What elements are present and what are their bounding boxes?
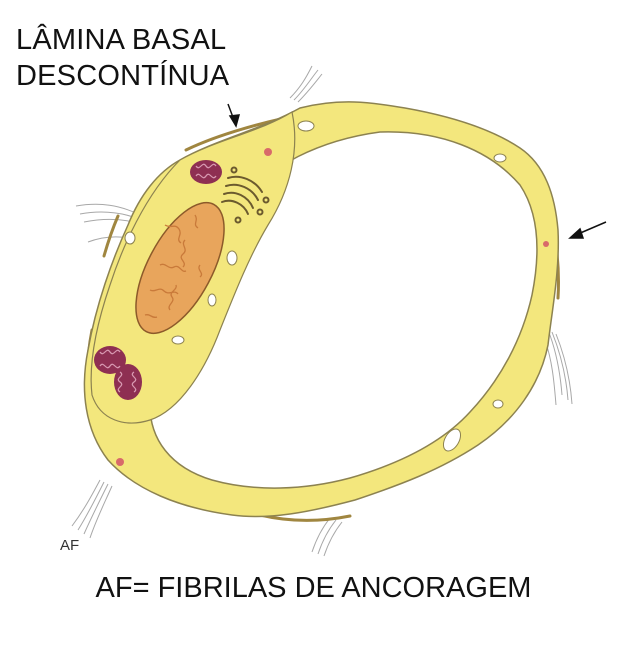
- af-marker-label: AF: [60, 537, 80, 554]
- arrow-top-left: [227, 103, 241, 128]
- basal-lamina-label-line2: DESCONTÍNUA: [16, 60, 230, 92]
- mitochondrion: [114, 364, 142, 400]
- vesicles: [116, 148, 549, 466]
- basal-lamina-segment: [102, 214, 120, 258]
- nucleus: [135, 201, 225, 335]
- caption-anchoring-fibrils: AF= FIBRILAS DE ANCORAGEM: [95, 572, 532, 604]
- fibril-bundle-right: [544, 329, 573, 406]
- basal-lamina-segment: [258, 513, 352, 522]
- fibril-bundle-bottom-left: [71, 479, 113, 539]
- fibril-bundle-bottom: [311, 517, 343, 557]
- arrows: [227, 103, 607, 239]
- basal-lamina-label-line1: LÂMINA BASAL: [16, 24, 227, 56]
- cytoplasmic-vacuoles: [124, 120, 507, 452]
- fibril-bundle-top: [289, 65, 323, 103]
- arrow-right: [568, 221, 607, 239]
- mitochondrion: [94, 346, 126, 374]
- mitochondrion: [190, 160, 222, 184]
- mitochondria: [94, 160, 222, 400]
- golgi-apparatus: [221, 166, 270, 224]
- chromatin: [144, 214, 203, 319]
